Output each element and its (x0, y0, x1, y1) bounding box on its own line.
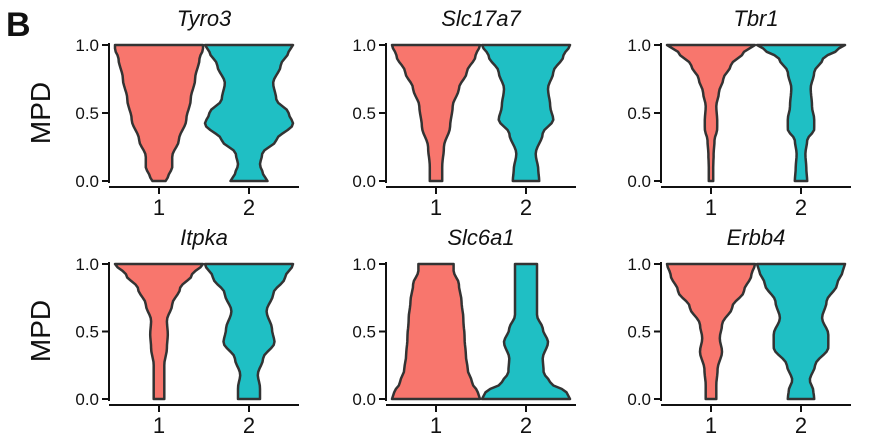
y-tick-label: 0.5 (75, 104, 99, 123)
panel-title: Slc6a1 (447, 225, 514, 250)
violin-group-1 (665, 43, 757, 183)
y-tick-label: 0.0 (352, 390, 376, 409)
row-1-ylabel: MPD (25, 82, 56, 144)
y-tick-label: 0.5 (352, 104, 376, 123)
panel-title: Erbb4 (727, 225, 786, 250)
panel-title: Tbr1 (733, 6, 778, 31)
y-tick-label: 1.0 (75, 255, 99, 274)
violin-panel: Tbr1 0.0 0.5 1.0 1 2 (627, 6, 851, 220)
y-tick-label: 1.0 (627, 36, 651, 55)
x-tick-label: 1 (153, 195, 165, 220)
panel-title: Tyro3 (177, 6, 232, 31)
x-tick-label: 2 (243, 195, 255, 220)
violin-panel: Erbb4 0.0 0.5 1.0 1 2 (627, 225, 851, 436)
violin-group-2 (755, 262, 847, 401)
violin-group-2 (480, 43, 572, 183)
x-tick-label: 1 (430, 413, 442, 436)
violin-panel: Slc6a1 0.0 0.5 1.0 1 2 (352, 225, 576, 436)
x-tick-label: 1 (705, 413, 717, 436)
y-tick-label: 1.0 (352, 255, 376, 274)
violin-group-1 (665, 262, 757, 401)
violin-group-1 (113, 43, 205, 183)
y-tick-label: 0.0 (75, 172, 99, 191)
row-2-ylabel: MPD (25, 300, 56, 362)
y-tick-label: 1.0 (627, 255, 651, 274)
x-tick-label: 2 (520, 413, 532, 436)
x-tick-label: 2 (243, 413, 255, 436)
y-tick-label: 0.0 (627, 172, 651, 191)
panel-letter: B (6, 6, 31, 44)
x-tick-label: 2 (795, 195, 807, 220)
violin-group-1 (390, 43, 482, 183)
y-tick-label: 0.0 (75, 390, 99, 409)
violin-group-1 (113, 262, 205, 401)
panel-title: Slc17a7 (441, 6, 521, 31)
panel-title: Itpka (180, 225, 228, 250)
x-tick-label: 1 (705, 195, 717, 220)
y-tick-label: 1.0 (352, 36, 376, 55)
violin-panel: Tyro3 0.0 0.5 1.0 1 2 (75, 6, 299, 220)
x-tick-label: 2 (520, 195, 532, 220)
y-tick-label: 0.5 (75, 323, 99, 342)
violin-panel: Slc17a7 0.0 0.5 1.0 1 2 (352, 6, 576, 220)
x-tick-label: 1 (430, 195, 442, 220)
x-tick-label: 1 (153, 413, 165, 436)
violin-group-2 (480, 262, 572, 401)
x-tick-label: 2 (795, 413, 807, 436)
y-tick-label: 0.0 (352, 172, 376, 191)
violin-group-2 (203, 262, 295, 401)
y-tick-label: 0.0 (627, 390, 651, 409)
y-tick-label: 0.5 (627, 104, 651, 123)
violin-group-1 (390, 262, 482, 401)
y-tick-label: 1.0 (75, 36, 99, 55)
y-tick-label: 0.5 (352, 323, 376, 342)
violin-group-2 (755, 43, 847, 183)
panels-grid: Tyro3 0.0 0.5 1.0 1 2 Slc17a7 0.0 0.5 1.0 1 2 Tbr1 0.… (75, 6, 851, 436)
violin-group-2 (203, 43, 295, 183)
y-tick-label: 0.5 (627, 323, 651, 342)
violin-panel: Itpka 0.0 0.5 1.0 1 2 (75, 225, 299, 436)
